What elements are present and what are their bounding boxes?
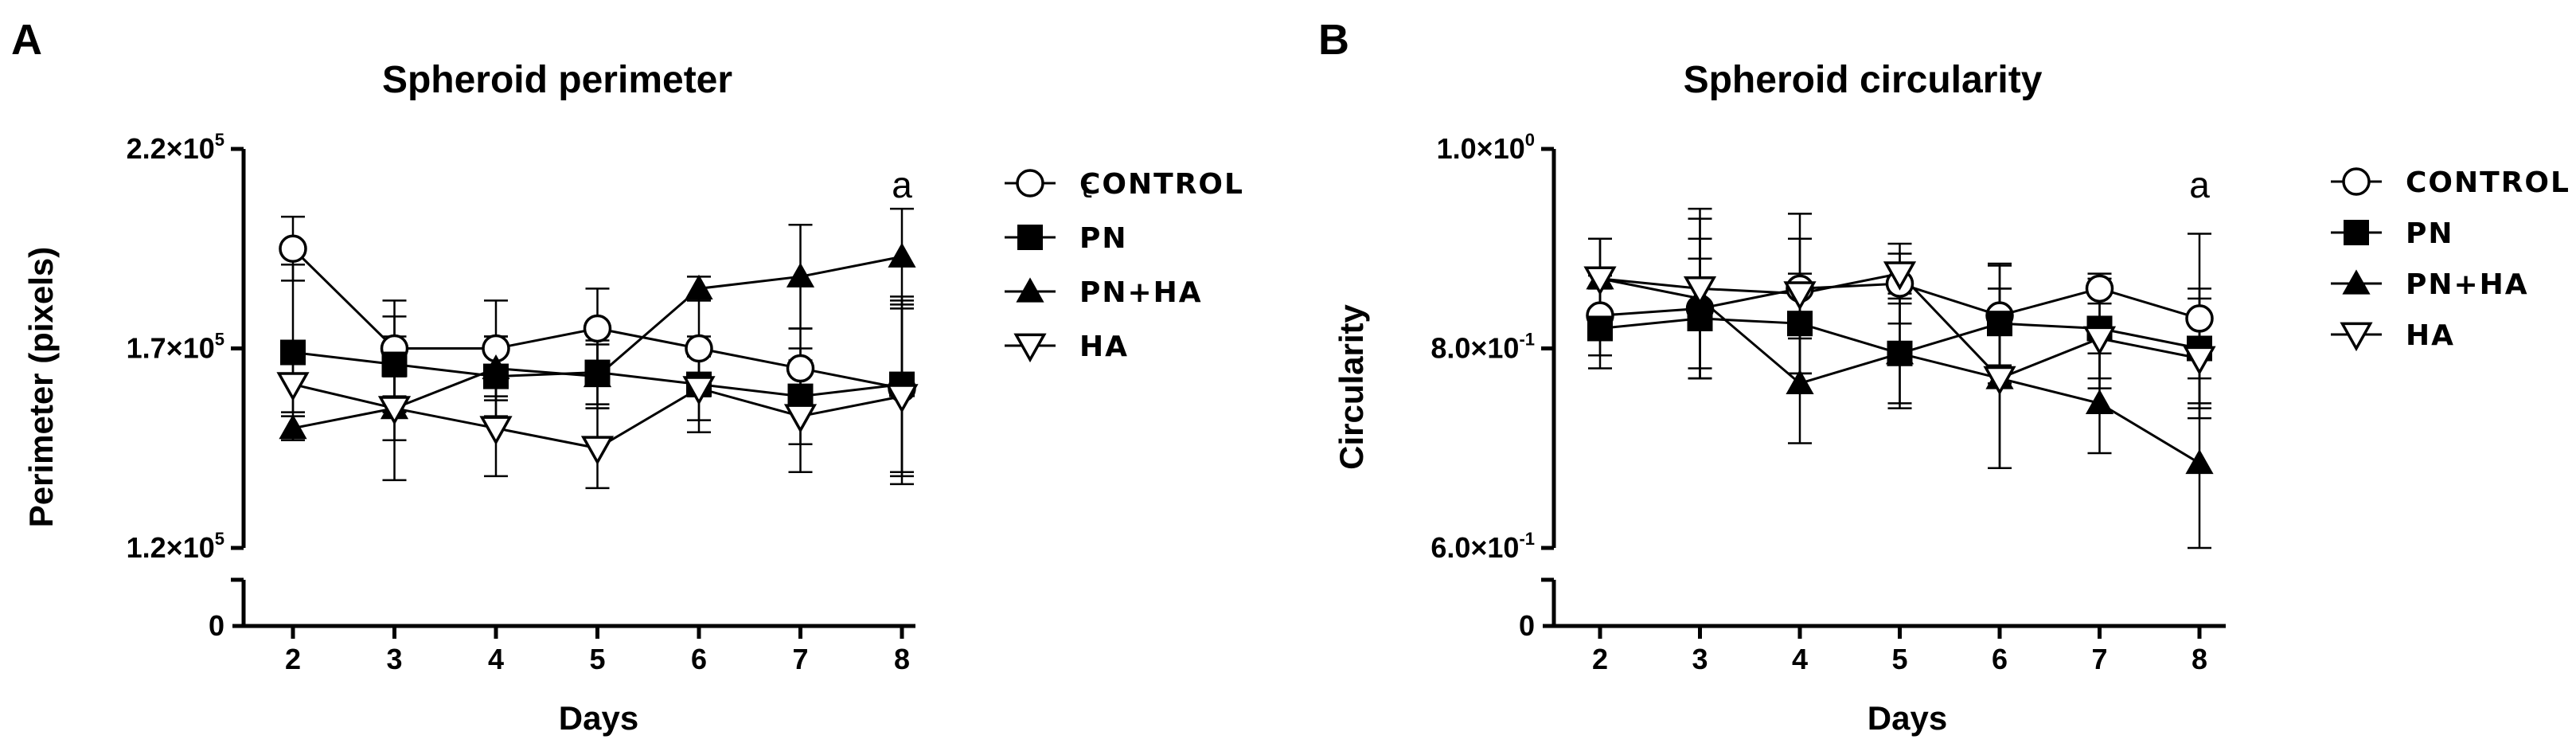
data-point bbox=[381, 351, 408, 378]
data-point bbox=[1786, 369, 1814, 394]
data-point bbox=[583, 362, 612, 388]
annotation-label: a bbox=[892, 164, 912, 205]
data-point bbox=[682, 376, 716, 405]
x-tick-label: 8 bbox=[894, 643, 910, 675]
x-tick-label: 3 bbox=[1692, 643, 1708, 675]
data-point bbox=[1885, 339, 1914, 365]
y-break-zero-label: 0 bbox=[209, 609, 224, 642]
legend-label: CONTROL bbox=[2406, 166, 2570, 199]
data-point bbox=[786, 262, 815, 288]
data-point bbox=[482, 354, 510, 380]
x-axis-title-days: Days bbox=[559, 699, 638, 737]
data-point bbox=[377, 396, 412, 425]
x-tick-label: 4 bbox=[488, 643, 504, 675]
legend-marker bbox=[2342, 167, 2371, 196]
data-point bbox=[1787, 311, 1813, 337]
annotation-label: a bbox=[2189, 164, 2210, 205]
legend-marker bbox=[2344, 220, 2369, 245]
legend-label: HA bbox=[1079, 331, 1129, 363]
legend-marker bbox=[1013, 333, 1047, 363]
y-axis-title-perimeter: Perimeter (pixels) bbox=[22, 247, 60, 528]
x-tick-label: 2 bbox=[285, 643, 301, 675]
legend-label: HA bbox=[2406, 319, 2455, 352]
data-point bbox=[2185, 448, 2214, 475]
panel-a: A Spheroid perimeter Perimeter (pixels) … bbox=[11, 16, 1244, 737]
x-axis-title-days: Days bbox=[1868, 699, 1947, 737]
data-point bbox=[1983, 366, 2016, 396]
data-point bbox=[276, 372, 310, 401]
data-point bbox=[786, 354, 815, 383]
panel-b: B Spheroid circularity Circularity Days … bbox=[1318, 16, 2570, 737]
data-point bbox=[1687, 305, 1713, 331]
y-tick-label: 1.7×105 bbox=[127, 330, 224, 365]
legend-label: PN+HA bbox=[1079, 276, 1203, 309]
legend-marker bbox=[1016, 277, 1044, 303]
data-point bbox=[2085, 274, 2114, 303]
legend-marker bbox=[2342, 269, 2371, 295]
data-point bbox=[1587, 315, 1613, 342]
data-point bbox=[1883, 261, 1917, 291]
legend-label: PN bbox=[2406, 217, 2454, 250]
y-tick-label: 6.0×10-1 bbox=[1430, 529, 1535, 564]
data-point bbox=[685, 274, 713, 299]
y-tick-label: 1.0×100 bbox=[1437, 130, 1535, 165]
data-point bbox=[279, 234, 307, 263]
y-tick-label: 1.2×105 bbox=[127, 529, 224, 564]
data-point bbox=[583, 314, 612, 343]
data-point bbox=[1987, 311, 2012, 337]
chart-title-circularity: Spheroid circularity bbox=[1684, 59, 2043, 101]
x-tick-label: 4 bbox=[1792, 643, 1808, 675]
x-tick-label: 2 bbox=[1592, 643, 1608, 675]
plot-layer-circularity: 1.0×100 8.0×10-1 6.0×10-1 2 3 4 5 6 7 8 a CONTROL PN… bbox=[1430, 130, 2570, 675]
y-tick-label: 2.2×105 bbox=[127, 130, 224, 165]
y-axis-title-circularity: Circularity bbox=[1333, 303, 1370, 469]
y-tick-label: 8.0×10-1 bbox=[1430, 330, 1535, 365]
data-point bbox=[1583, 266, 1617, 295]
panel-letter-b: B bbox=[1318, 16, 1349, 64]
data-point bbox=[2082, 326, 2117, 356]
legend-stray-text: t bbox=[1081, 172, 1094, 205]
data-point bbox=[280, 339, 306, 366]
data-point bbox=[479, 416, 513, 445]
legend-marker bbox=[1017, 225, 1043, 250]
x-tick-label: 5 bbox=[589, 643, 605, 675]
data-point bbox=[580, 436, 615, 465]
data-point bbox=[2185, 304, 2214, 333]
x-tick-label: 5 bbox=[1891, 643, 1907, 675]
panel-letter-a: A bbox=[11, 16, 42, 64]
x-tick-label: 8 bbox=[2192, 643, 2207, 675]
data-point bbox=[2183, 346, 2216, 376]
data-point bbox=[1783, 281, 1817, 311]
legend-marker bbox=[2340, 322, 2373, 352]
data-point bbox=[783, 404, 818, 433]
legend-marker bbox=[1016, 169, 1044, 198]
legend-label: CONTROL bbox=[1079, 168, 1244, 201]
x-tick-label: 6 bbox=[1992, 643, 2008, 675]
plot-layer-perimeter: 2.2×105 1.7×105 1.2×105 2 3 4 5 6 7 8 a CONTROL PN PN… bbox=[127, 130, 1244, 675]
chart-title-perimeter: Spheroid perimeter bbox=[382, 59, 732, 101]
x-tick-label: 3 bbox=[386, 643, 402, 675]
data-point bbox=[1683, 276, 1717, 306]
x-tick-label: 7 bbox=[2091, 643, 2107, 675]
data-point bbox=[885, 384, 919, 413]
legend-label: PN bbox=[1079, 222, 1128, 255]
data-point bbox=[2085, 389, 2114, 414]
data-point bbox=[685, 334, 713, 363]
data-point bbox=[888, 242, 916, 268]
y-break-zero-label: 0 bbox=[1519, 609, 1535, 642]
x-tick-label: 6 bbox=[691, 643, 707, 675]
legend-label: PN+HA bbox=[2406, 268, 2529, 301]
data-point bbox=[279, 414, 307, 440]
x-tick-label: 7 bbox=[792, 643, 808, 675]
